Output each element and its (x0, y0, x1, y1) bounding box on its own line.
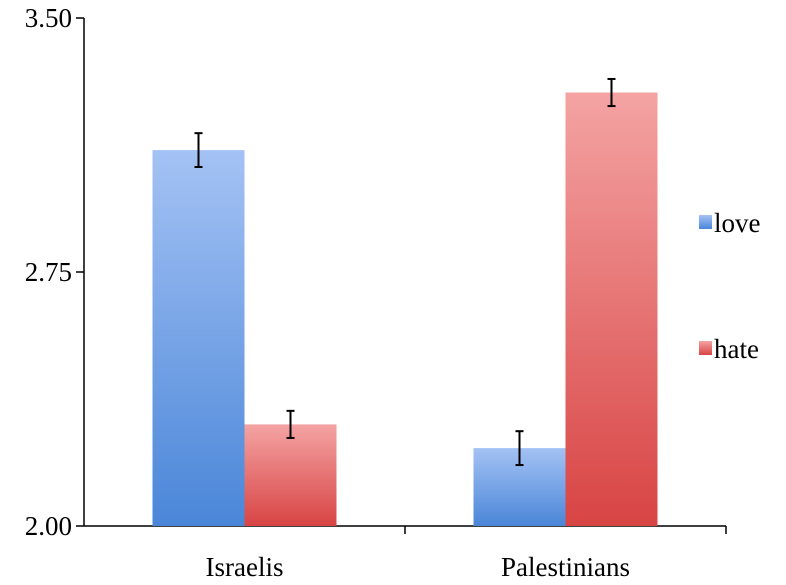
bars (152, 92, 658, 527)
legend-label-love: love (714, 208, 761, 238)
bar-hate-israelis (244, 424, 337, 526)
y-tick-label: 2.75 (25, 257, 72, 287)
bar-hate-palestinians (565, 92, 658, 527)
y-tick-label: 3.50 (25, 3, 72, 33)
labels: 2.00 2.75 3.50 Israelis Palestinians (25, 3, 630, 582)
y-tick-label: 2.00 (25, 511, 72, 541)
legend-swatch-hate (699, 341, 712, 355)
x-category-label: Israelis (206, 552, 284, 582)
legend-label-hate: hate (714, 334, 759, 364)
error-bars (194, 77, 616, 467)
x-category-label: Palestinians (501, 552, 630, 582)
legend: love hate (699, 208, 761, 364)
bar-love-israelis (152, 150, 245, 526)
legend-swatch-love (699, 215, 712, 229)
